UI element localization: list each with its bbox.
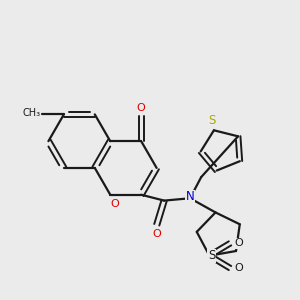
Text: O: O [234,238,243,248]
Text: S: S [208,249,215,262]
Text: N: N [186,190,194,203]
Text: O: O [152,229,161,238]
Text: CH₃: CH₃ [22,108,40,118]
Text: O: O [234,263,243,273]
Text: S: S [209,114,216,128]
Text: O: O [110,199,119,209]
Text: O: O [137,103,146,113]
